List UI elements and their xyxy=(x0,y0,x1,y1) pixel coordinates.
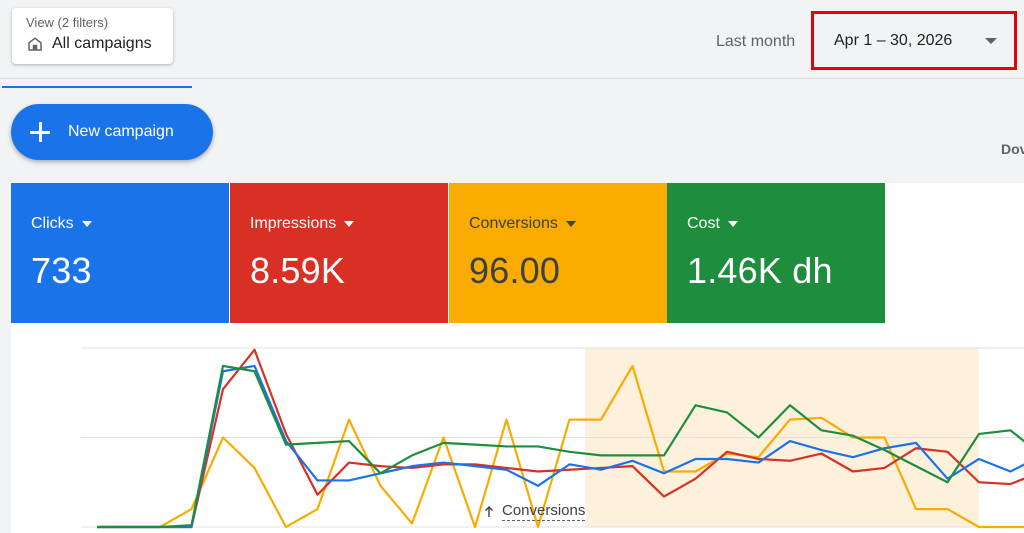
active-tab-indicator xyxy=(2,86,192,88)
view-selector[interactable]: View (2 filters) All campaigns xyxy=(12,8,173,64)
new-campaign-button[interactable]: New campaign xyxy=(11,104,213,160)
dropdown-caret-icon xyxy=(565,221,576,227)
metric-card-conversions[interactable]: Conversions 96.00 xyxy=(449,183,667,323)
metric-card-impressions[interactable]: Impressions 8.59K xyxy=(230,183,448,323)
metric-value-clicks: 733 xyxy=(31,250,92,291)
series-line-3 xyxy=(97,364,1024,529)
metric-label-conversions: Conversions xyxy=(469,215,576,233)
plus-icon xyxy=(30,122,50,142)
conversions-annotation-label: Conversions xyxy=(502,502,586,521)
metric-value-conversions: 96.00 xyxy=(469,250,561,291)
view-name: All campaigns xyxy=(52,35,152,52)
series-line-2 xyxy=(97,364,1024,529)
metric-label-impressions: Impressions xyxy=(250,215,355,233)
series-line-1 xyxy=(97,348,1024,529)
arrow-up-icon xyxy=(485,505,493,517)
series-line-0 xyxy=(97,364,1024,529)
dropdown-caret-icon xyxy=(344,221,355,227)
new-campaign-label: New campaign xyxy=(68,123,174,140)
metric-card-clicks[interactable]: Clicks 733 xyxy=(11,183,229,323)
download-button[interactable]: Dov xyxy=(1001,141,1024,157)
performance-chart xyxy=(81,347,1024,529)
dropdown-arrow-icon xyxy=(985,38,997,44)
view-name-row: All campaigns xyxy=(26,35,173,53)
date-preset-label: Last month xyxy=(716,33,796,50)
conversions-annotation[interactable]: Conversions xyxy=(484,502,586,521)
dropdown-caret-icon xyxy=(727,221,738,227)
metric-card-cost[interactable]: Cost 1.46K dh xyxy=(667,183,885,323)
view-filters-label: View (2 filters) xyxy=(26,15,109,30)
metric-value-impressions: 8.59K xyxy=(250,250,346,291)
home-icon xyxy=(28,37,42,51)
metric-label-clicks: Clicks xyxy=(31,215,92,233)
header-divider xyxy=(0,78,1024,79)
dropdown-caret-icon xyxy=(81,221,92,227)
date-range-picker[interactable]: Apr 1 – 30, 2026 xyxy=(811,11,1017,70)
date-range-value: Apr 1 – 30, 2026 xyxy=(834,31,953,49)
metric-value-cost: 1.46K dh xyxy=(687,250,833,291)
metric-label-cost: Cost xyxy=(687,215,738,233)
